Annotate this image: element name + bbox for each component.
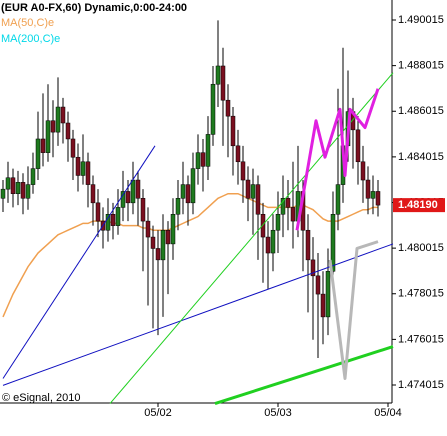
copyright: © eSignal, 2010 xyxy=(2,392,80,404)
candle-body xyxy=(265,236,271,254)
candle-body xyxy=(65,122,71,140)
candle-body xyxy=(190,168,196,204)
candle-body xyxy=(260,214,266,238)
candle-body xyxy=(115,207,121,226)
candle-body xyxy=(290,207,296,222)
candle-body xyxy=(325,271,331,318)
candle-body xyxy=(370,191,376,199)
candle-body xyxy=(105,214,111,231)
current-price-box xyxy=(393,198,445,213)
candle-body xyxy=(10,177,16,194)
candle-body xyxy=(215,65,221,85)
candle-body xyxy=(335,184,341,215)
candle-body xyxy=(180,184,186,199)
candle-body xyxy=(45,120,51,153)
candle-body xyxy=(140,198,146,222)
candle-body xyxy=(255,184,261,215)
legend-entry: MA(200,C)e xyxy=(1,33,60,45)
candle-body xyxy=(185,184,191,204)
candle-body xyxy=(365,179,371,199)
plot-area xyxy=(0,20,394,406)
y-tick-label: 1.480015 xyxy=(398,242,444,254)
candle-body xyxy=(50,120,56,133)
candle-body xyxy=(225,99,231,117)
candle-body xyxy=(85,161,91,185)
candle-body xyxy=(220,65,226,101)
y-tick-label: 1.478015 xyxy=(398,288,444,300)
candle-body xyxy=(135,179,141,199)
candle-body xyxy=(130,179,136,204)
candle-body xyxy=(20,182,26,199)
candle-body xyxy=(55,106,61,133)
y-tick-label: 1.476015 xyxy=(398,333,444,345)
candle-body xyxy=(275,214,281,231)
candle-body xyxy=(165,229,171,245)
candle-body xyxy=(240,161,246,181)
candle-body xyxy=(0,188,6,199)
trendline xyxy=(214,345,394,406)
candle-body xyxy=(375,191,381,206)
trendline xyxy=(2,243,394,386)
candle-body xyxy=(320,293,326,318)
candle-body xyxy=(40,138,46,153)
y-tick-label: 1.490015 xyxy=(398,14,444,26)
candle-body xyxy=(360,161,366,181)
candle-body xyxy=(110,214,116,226)
candle-body xyxy=(285,198,291,208)
candle-body xyxy=(175,198,181,215)
y-tick-label: 1.474015 xyxy=(398,379,444,391)
candle-body xyxy=(170,214,176,245)
candle-body xyxy=(250,184,256,199)
moving-average-line xyxy=(2,192,378,318)
candle-body xyxy=(95,202,101,222)
y-tick-label: 1.484015 xyxy=(398,151,444,163)
trendline xyxy=(2,145,156,379)
x-tick-label: 05/04 xyxy=(374,407,402,419)
x-tick-label: 05/02 xyxy=(144,407,172,419)
current-price-label: 1.48190 xyxy=(398,199,438,211)
candle-body xyxy=(160,229,166,261)
trendline xyxy=(295,88,380,231)
trendline xyxy=(328,240,379,380)
y-tick-label: 1.488015 xyxy=(398,60,444,72)
candle-body xyxy=(60,106,66,124)
candle-body xyxy=(310,259,316,277)
candle-body xyxy=(5,177,11,190)
candle-body xyxy=(245,179,251,199)
candle-body xyxy=(230,115,236,147)
candle-body xyxy=(270,229,276,254)
candle-body xyxy=(305,229,311,261)
candle-body xyxy=(70,138,76,158)
candle-body xyxy=(35,138,41,169)
candle-body xyxy=(200,152,206,167)
candle-body xyxy=(75,156,81,176)
candle-body xyxy=(315,275,321,295)
candle-body xyxy=(90,184,96,204)
candle-body xyxy=(145,220,151,238)
candle-body xyxy=(120,191,126,208)
candle-body xyxy=(15,182,21,194)
chart-title: (EUR A0-FX,60) Dynamic,0:00-24:00 xyxy=(1,2,187,14)
candle-body xyxy=(205,134,211,167)
candle-body xyxy=(125,191,131,204)
candle-body xyxy=(355,129,361,163)
legend-entry: MA(50,C)e xyxy=(1,17,54,29)
x-tick-label: 05/03 xyxy=(264,407,292,419)
candle-body xyxy=(150,236,156,249)
candle-body xyxy=(235,145,241,163)
y-tick-label: 1.486015 xyxy=(398,105,444,117)
trendline xyxy=(109,72,394,404)
candle-body xyxy=(280,198,286,215)
candle-body xyxy=(80,161,86,176)
candle-body xyxy=(210,83,216,135)
candle-body xyxy=(25,184,31,199)
candle-body xyxy=(155,248,161,261)
candle-body xyxy=(330,214,336,272)
candle-body xyxy=(30,168,36,185)
candle-body xyxy=(195,152,201,169)
